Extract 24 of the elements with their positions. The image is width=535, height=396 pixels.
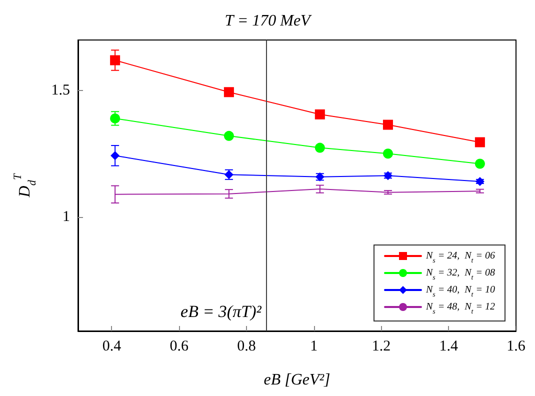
x-tick-label: 0.4 [102,338,122,354]
x-tick-label: 1.4 [439,338,458,354]
point [475,176,484,186]
y-tick-label: 1.5 [51,82,70,99]
chart-title: T = 170 MeV [224,12,313,30]
annotation: eB = 3(πT)² [180,302,262,321]
point [110,151,120,160]
point [474,137,485,148]
x-tick-label: 0.6 [170,338,189,354]
x-tick-label: 1.6 [506,338,526,354]
point [110,113,120,124]
x-tick-label: 1.2 [372,338,391,354]
point [382,148,393,159]
y-axis-title: DdT [12,173,38,198]
x-tick-label: 1 [310,338,318,354]
point [474,158,485,169]
x-axis-title: eB [GeV²] [264,371,330,388]
point [314,109,325,120]
point [224,130,234,141]
point [314,142,325,153]
point [110,55,120,66]
point [224,87,234,98]
point [382,120,393,130]
x-tick-label: 0.8 [237,338,256,354]
